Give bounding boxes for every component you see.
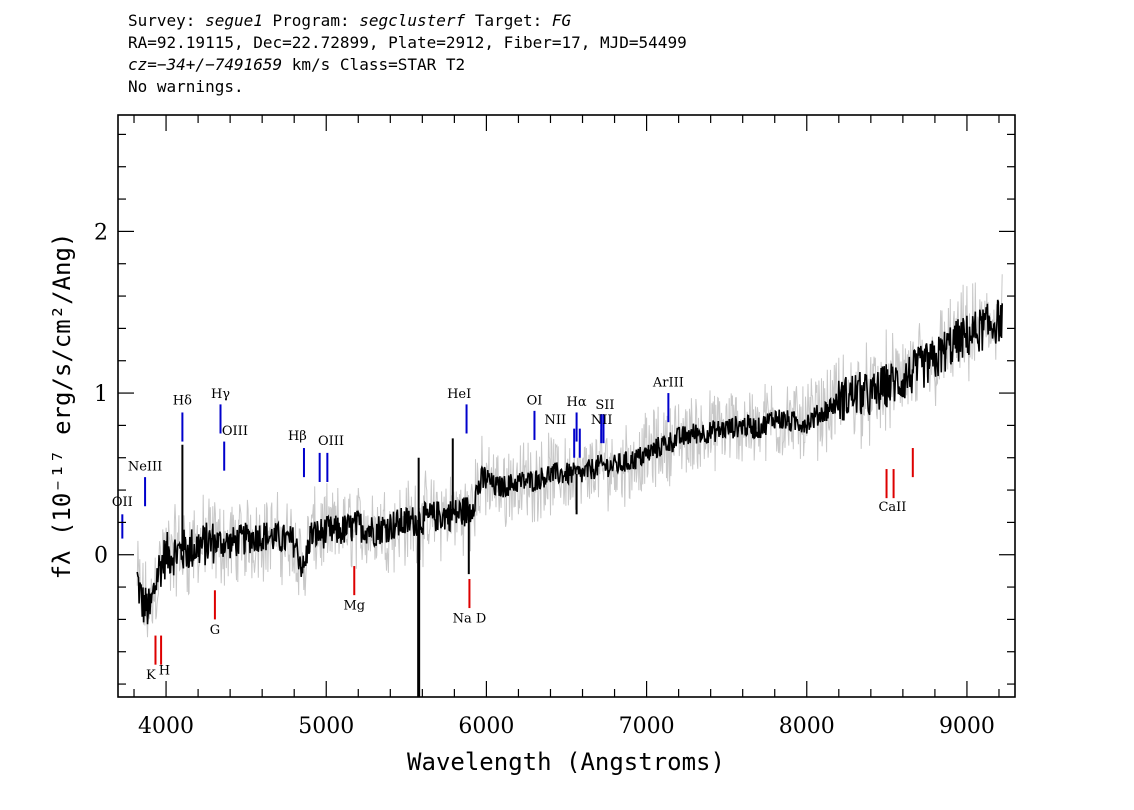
header-line-1: Survey: segue1 Program: segclusterf Targ… — [128, 11, 572, 30]
x-tick-label: 9000 — [939, 714, 995, 739]
absorption-line-label: G — [210, 623, 220, 638]
absorption-line-label: Mg — [343, 599, 365, 614]
emission-line-label: Hα — [567, 395, 587, 410]
emission-line-label: OIII — [318, 434, 344, 449]
emission-line-label: OIII — [222, 424, 248, 439]
emission-line-label: OII — [112, 495, 133, 510]
plot-frame — [117, 114, 1016, 698]
x-axis-label: Wavelength (Angstroms) — [407, 748, 725, 776]
absorption-line-label: H — [159, 663, 170, 678]
y-tick-label: 2 — [94, 220, 108, 245]
x-tick-label: 5000 — [298, 714, 354, 739]
error-band — [136, 274, 1003, 638]
emission-line-label: Hβ — [288, 429, 307, 444]
absorption-line-label: CaII — [878, 500, 906, 515]
absorption-line-label: Na D — [453, 612, 487, 627]
emission-line-label: SII — [595, 398, 614, 413]
y-tick-label: 0 — [94, 544, 108, 569]
emission-line-label: Hδ — [173, 393, 192, 408]
emission-line-label: ArIII — [652, 376, 684, 391]
emission-line-label: HeI — [447, 387, 471, 402]
x-tick-label: 8000 — [779, 714, 835, 739]
emission-line-label: NeIII — [128, 460, 162, 475]
program-value: segclusterf — [359, 11, 466, 30]
survey-value: segue1 — [205, 11, 263, 30]
emission-line-label: Hγ — [211, 387, 230, 402]
redshift-value: cz=−34+/−7491659 — [128, 55, 283, 74]
emission-line-label: NII — [591, 413, 613, 428]
emission-line-label: OI — [527, 393, 543, 408]
y-tick-label: 1 — [94, 382, 108, 407]
emission-line-label: NII — [544, 413, 566, 428]
flux-series-line — [136, 299, 1003, 625]
absorption-line-label: K — [146, 668, 156, 683]
y-axis-label: fλ (10⁻¹⁷ erg/s/cm²/Ang) — [48, 233, 76, 580]
header-line-4: No warnings. — [128, 77, 244, 96]
x-tick-label: 6000 — [458, 714, 514, 739]
header-line-3: cz=−34+/−7491659 km/s Class=STAR T2 — [128, 55, 466, 74]
x-tick-label: 4000 — [138, 714, 194, 739]
x-tick-label: 7000 — [619, 714, 675, 739]
target-value: FG — [551, 11, 572, 30]
spectrum-header: Survey: segue1 Program: segclusterf Targ… — [128, 10, 687, 98]
header-line-2: RA=92.19115, Dec=22.72899, Plate=2912, F… — [128, 33, 687, 52]
